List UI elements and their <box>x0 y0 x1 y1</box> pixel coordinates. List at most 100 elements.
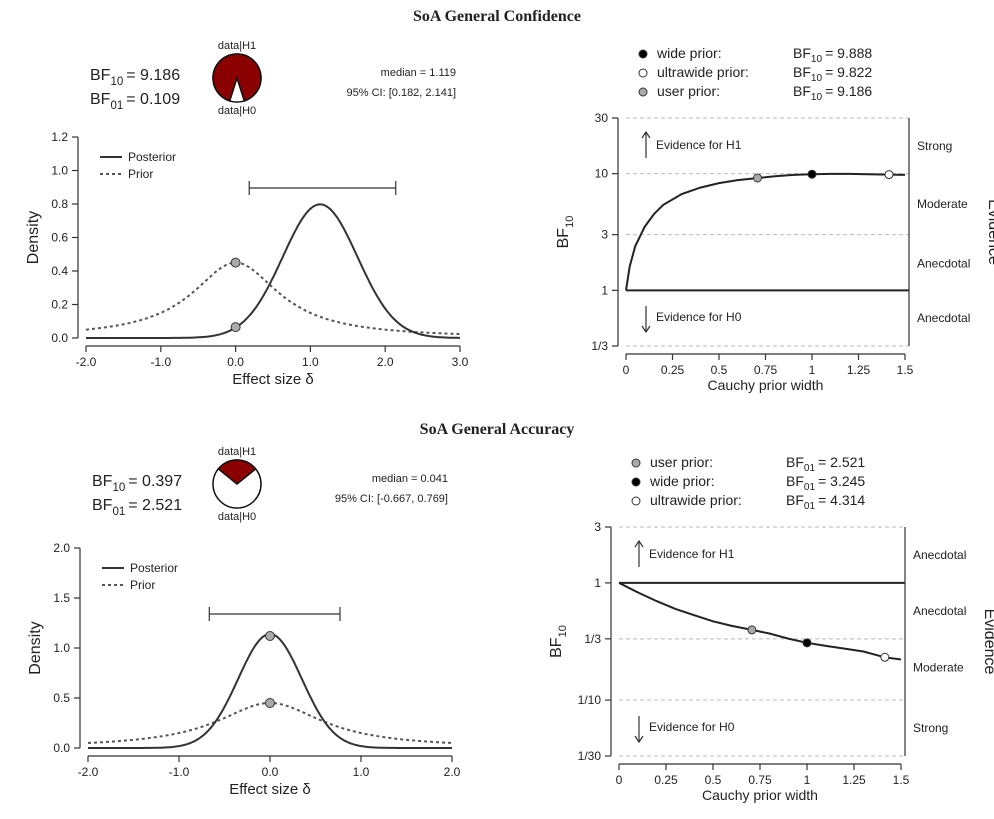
posterior-curve <box>88 632 452 749</box>
bf10-label: BF10 = 9.186 <box>90 67 180 88</box>
user-prior-point <box>753 173 763 183</box>
x-tick-label: 0.75 <box>754 363 778 377</box>
evidence-category-label: Strong <box>917 139 952 153</box>
arrow-up-head-icon <box>634 539 644 548</box>
legend-prior-label: Prior <box>130 578 155 592</box>
pie-chart-h1-slice <box>217 459 257 485</box>
robustness-panel-accuracy_robustness: user prior: BF01 = 2.521 wide prior: BF01 = 3… <box>548 454 994 803</box>
legend-label-user: user prior: <box>650 454 713 470</box>
y-tick-label: 1/3 <box>591 339 608 353</box>
bf01-label: BF01 = 2.521 <box>92 497 182 518</box>
legend-bf-ultrawide: BF10 = 9.822 <box>793 64 872 84</box>
y-axis-label: BF10 <box>548 625 569 658</box>
legend-posterior-label: Posterior <box>130 561 178 575</box>
prior-at-zero-point <box>230 257 241 268</box>
legend-label-user: user prior: <box>657 83 720 99</box>
x-tick-label: -1.0 <box>150 355 171 369</box>
x-axis-label: Cauchy prior width <box>702 787 818 803</box>
arrow-down-head-icon <box>641 325 651 334</box>
median-label: median = 0.041 <box>372 473 448 485</box>
x-tick-label: 0.25 <box>661 363 685 377</box>
x-tick-label: 0.5 <box>705 773 722 787</box>
y-tick-label: 0.0 <box>53 741 70 755</box>
arrow-up-head-icon <box>641 130 651 139</box>
robustness-panel-confidence_robustness: wide prior: BF10 = 9.888 ultrawide prior: BF… <box>555 45 994 393</box>
section-title-accuracy: SoA General Accuracy <box>419 421 575 438</box>
evidence-category-label: Moderate <box>913 660 964 674</box>
y-axis-label: BF10 <box>555 216 576 249</box>
y-tick-label: 1/30 <box>578 749 602 763</box>
y-tick-label: 1/10 <box>578 693 602 707</box>
legend-label-wide: wide prior: <box>649 473 715 489</box>
x-tick-label: 1.5 <box>897 363 914 377</box>
legend-bf-user: BF10 = 9.186 <box>793 83 872 103</box>
x-tick-label: 1.25 <box>847 363 871 377</box>
x-tick-label: 1.0 <box>302 355 319 369</box>
prior-at-zero-point <box>265 698 275 708</box>
pie-label-h1: data|H1 <box>218 446 256 458</box>
ultrawide-prior-point <box>884 170 894 180</box>
x-tick-label: 1.5 <box>893 773 910 787</box>
y-tick-label: 30 <box>595 111 609 125</box>
legend-bf-user: BF01 = 2.521 <box>786 454 865 474</box>
evidence-category-label: Anecdotal <box>917 256 970 270</box>
posterior-panel-accuracy_posterior: BF10 = 0.397 BF01 = 2.521 data|H1 data|H0 medi… <box>27 446 461 798</box>
x-axis-label: Cauchy prior width <box>708 377 824 393</box>
y-tick-label: 3 <box>601 228 608 242</box>
x-axis-label: Effect size δ <box>232 371 313 388</box>
bf10-label: BF10 = 0.397 <box>92 473 182 494</box>
legend-bf-wide: BF01 = 3.245 <box>786 473 865 493</box>
section-title-confidence: SoA General Confidence <box>413 8 581 25</box>
legend-prior-label: Prior <box>128 167 153 181</box>
ci-label: 95% CI: [-0.667, 0.769] <box>335 493 448 505</box>
evidence-axis-title: Evidence <box>981 609 994 675</box>
robustness-curve <box>618 582 902 661</box>
posterior-panel-confidence_posterior: BF10 = 9.186 BF01 = 0.109 data|H1 data|H0 medi… <box>25 40 469 388</box>
x-tick-label: 0.0 <box>262 765 279 779</box>
y-tick-label: 2.0 <box>53 541 70 555</box>
x-tick-label: 0 <box>623 363 630 377</box>
x-tick-label: 0.0 <box>227 355 244 369</box>
x-tick-label: 0.5 <box>711 363 728 377</box>
y-axis-label: Density <box>25 211 42 264</box>
wide-prior-point <box>802 638 812 648</box>
x-tick-label: 1 <box>809 363 816 377</box>
legend-bf-ultrawide: BF01 = 4.314 <box>786 492 865 512</box>
evidence-category-label: Anecdotal <box>913 548 966 562</box>
x-tick-label: 0.75 <box>748 773 772 787</box>
y-tick-label: 1 <box>594 576 601 590</box>
posterior-at-zero-point <box>230 322 241 333</box>
legend-bf-wide: BF10 = 9.888 <box>793 45 872 65</box>
x-tick-label: 0 <box>616 773 623 787</box>
x-tick-label: 3.0 <box>452 355 469 369</box>
arrow-down-head-icon <box>634 735 644 744</box>
evidence-category-label: Anecdotal <box>913 604 966 618</box>
pie-label-h1: data|H1 <box>218 40 256 52</box>
x-tick-label: 1 <box>804 773 811 787</box>
legend-label-wide: wide prior: <box>656 45 722 61</box>
y-tick-label: 0.8 <box>51 197 68 211</box>
legend-posterior-label: Posterior <box>128 150 176 164</box>
x-tick-label: 1.0 <box>353 765 370 779</box>
robustness-curve <box>625 172 906 291</box>
y-tick-label: 10 <box>595 167 609 181</box>
pie-label-h0: data|H0 <box>218 105 256 117</box>
evidence-h1-label: Evidence for H1 <box>656 138 742 152</box>
prior-curve <box>87 702 453 744</box>
y-tick-label: 1 <box>601 283 608 297</box>
x-tick-label: -1.0 <box>169 765 190 779</box>
evidence-h0-label: Evidence for H0 <box>649 720 735 734</box>
median-label: median = 1.119 <box>381 67 456 79</box>
y-tick-label: 0.4 <box>51 264 68 278</box>
y-tick-label: 1.0 <box>53 641 70 655</box>
user-prior-point <box>747 625 757 635</box>
legend-marker-ultrawide <box>638 68 648 78</box>
x-tick-label: -2.0 <box>78 765 99 779</box>
y-tick-label: 1/3 <box>584 632 601 646</box>
legend-marker-user <box>631 458 641 468</box>
prior-curve <box>85 261 460 335</box>
evidence-category-label: Moderate <box>917 197 968 211</box>
bf01-label: BF01 = 0.109 <box>90 91 180 112</box>
posterior-curve <box>86 203 460 339</box>
